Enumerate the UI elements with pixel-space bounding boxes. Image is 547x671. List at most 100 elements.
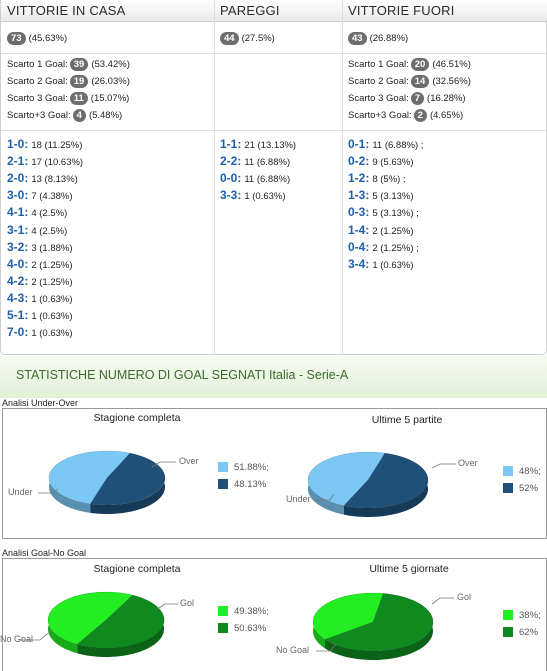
score-row: 4-2: 2 (1.25%)	[7, 274, 73, 288]
score-value: 1 (0.63%)	[244, 191, 286, 203]
legend-value: 50.63%	[234, 623, 267, 634]
margin-label: Scarto 1 Goal:	[348, 59, 409, 71]
pie-slice-over	[89, 452, 166, 506]
score-label: 0-4:	[348, 239, 370, 254]
leader-line	[155, 603, 178, 611]
margin-row: Scarto 1 Goal: 20 (46.51%)	[348, 58, 471, 72]
score-row: 0-3: 5 (3.13%) ;	[348, 205, 419, 219]
score-label: 0-0:	[220, 171, 242, 186]
pie-slice-no-goal	[312, 592, 384, 640]
count-badge: 20	[410, 58, 430, 71]
pie-slice-side	[343, 453, 428, 517]
percent-text: (46.51%)	[432, 59, 471, 71]
score-label: 3-3:	[220, 188, 242, 203]
score-row: 1-0: 18 (11.25%)	[7, 137, 82, 151]
score-label: 2-1:	[7, 154, 29, 169]
score-label: 0-2:	[348, 154, 370, 169]
legend-swatch	[218, 606, 228, 616]
chart-title: Stagione completa	[93, 563, 181, 575]
score-label: 1-0:	[7, 137, 29, 151]
count-badge: 73	[7, 32, 26, 45]
count-badge: 43	[348, 32, 367, 45]
header-home-wins: VITTORIE IN CASA	[7, 3, 126, 18]
pie-slice-side	[90, 453, 165, 514]
score-value: 1 (0.63%)	[31, 311, 73, 322]
score-row: 2-1: 17 (10.63%)	[7, 154, 83, 168]
header-draws: PAREGGI	[220, 3, 280, 18]
score-row: 5-1: 1 (0.63%)	[7, 308, 73, 322]
score-label: 7-0:	[7, 325, 29, 340]
score-value: 5 (3.13%)	[372, 191, 414, 203]
score-value: 11 (6.88%) ;	[372, 140, 424, 151]
legend-swatch	[503, 483, 513, 493]
score-value: 9 (5.63%)	[372, 157, 414, 169]
pie-slice-over	[343, 452, 429, 509]
score-row: 3-0: 7 (4.38%)	[7, 188, 73, 202]
score-label: 0-1:	[348, 137, 370, 151]
count-badge: 7	[410, 92, 425, 105]
score-label: 3-0:	[7, 188, 29, 203]
score-label: 1-2:	[348, 171, 370, 186]
count-badge: 44	[220, 32, 239, 45]
margin-label: Scarto 3 Goal:	[7, 93, 68, 105]
score-value: 11 (6.88%)	[244, 157, 291, 169]
margin-label: Scarto+3 Goal:	[348, 110, 412, 122]
margin-row: Scarto+3 Goal: 2 (4.65%)	[348, 109, 463, 123]
count-badge: 39	[69, 58, 89, 71]
score-value: 2 (1.25%)	[31, 276, 73, 288]
count-badge: 4	[72, 109, 86, 122]
percent-text: (45.63%)	[28, 33, 68, 45]
percent-text: (32.56%)	[432, 76, 471, 88]
margin-label: Scarto+3 Goal:	[7, 110, 71, 122]
margin-row: Scarto+3 Goal: 4 (5.48%)	[7, 109, 122, 123]
score-row: 7-0: 1 (0.63%)	[7, 325, 73, 339]
results-header: VITTORIE IN CASA PAREGGI VITTORIE FUORI	[1, 0, 547, 22]
score-value: 3 (1.88%)	[31, 242, 73, 254]
pie-slice-side	[325, 593, 433, 660]
legend-swatch	[503, 610, 513, 620]
margin-row: Scarto 1 Goal: 39 (53.42%)	[7, 58, 130, 72]
score-row: 1-4: 2 (1.25%)	[348, 223, 414, 237]
score-value: 2 (1.25%)	[31, 259, 73, 271]
legend-swatch	[218, 623, 228, 633]
score-row: 0-4: 2 (1.25%) ;	[348, 240, 419, 254]
score-row: 4-1: 4 (2.5%)	[7, 205, 67, 219]
score-row: 4-0: 2 (1.25%)	[7, 257, 73, 271]
score-value: 8 (5%) ;	[372, 174, 406, 186]
percent-text: (27.5%)	[241, 33, 275, 45]
slice-label: Under	[286, 494, 311, 504]
results-table: VITTORIE IN CASA PAREGGI VITTORIE FUORI …	[0, 0, 547, 355]
percent-text: (16.28%)	[427, 93, 466, 105]
pie-slice-no-goal	[47, 591, 134, 645]
count-badge: 2	[413, 109, 427, 122]
percent-text: (4.65%)	[429, 110, 464, 122]
percent-text: (26.03%)	[91, 76, 130, 88]
legend-swatch	[218, 479, 228, 489]
score-label: 0-3:	[348, 205, 370, 220]
score-value: 1 (0.63%)	[31, 328, 73, 340]
slice-label: No Goal	[0, 634, 34, 644]
margin-label: Scarto 1 Goal:	[7, 59, 68, 71]
score-value: 2 (1.25%)	[372, 225, 414, 237]
goal-nogoal-panel-label: Analisi Goal-No Goal	[2, 548, 87, 558]
score-label: 1-4:	[348, 222, 370, 237]
legend-value: 48.13%	[234, 479, 267, 490]
score-label: 1-3:	[348, 188, 370, 203]
score-row: 3-3: 1 (0.63%)	[220, 188, 286, 202]
slice-label: No Goal	[276, 645, 310, 655]
leader-line	[151, 461, 176, 468]
score-row: 1-2: 8 (5%) ;	[348, 171, 406, 185]
score-value: 2 (1.25%) ;	[372, 242, 419, 254]
score-label: 3-1:	[7, 222, 29, 237]
legend-value: 48%;	[519, 466, 541, 477]
score-value: 1 (0.63%)	[372, 259, 414, 271]
slice-label: Under	[8, 487, 33, 497]
score-row: 1-3: 5 (3.13%)	[348, 188, 414, 202]
score-label: 4-1:	[7, 205, 29, 220]
legend-value: 52%	[519, 483, 539, 494]
home-total: 73 (45.63%)	[7, 32, 67, 46]
score-row: 0-0: 11 (6.88%)	[220, 171, 290, 185]
margin-row: Scarto 2 Goal: 14 (32.56%)	[348, 75, 471, 89]
score-value: 1 (0.63%)	[31, 293, 73, 305]
